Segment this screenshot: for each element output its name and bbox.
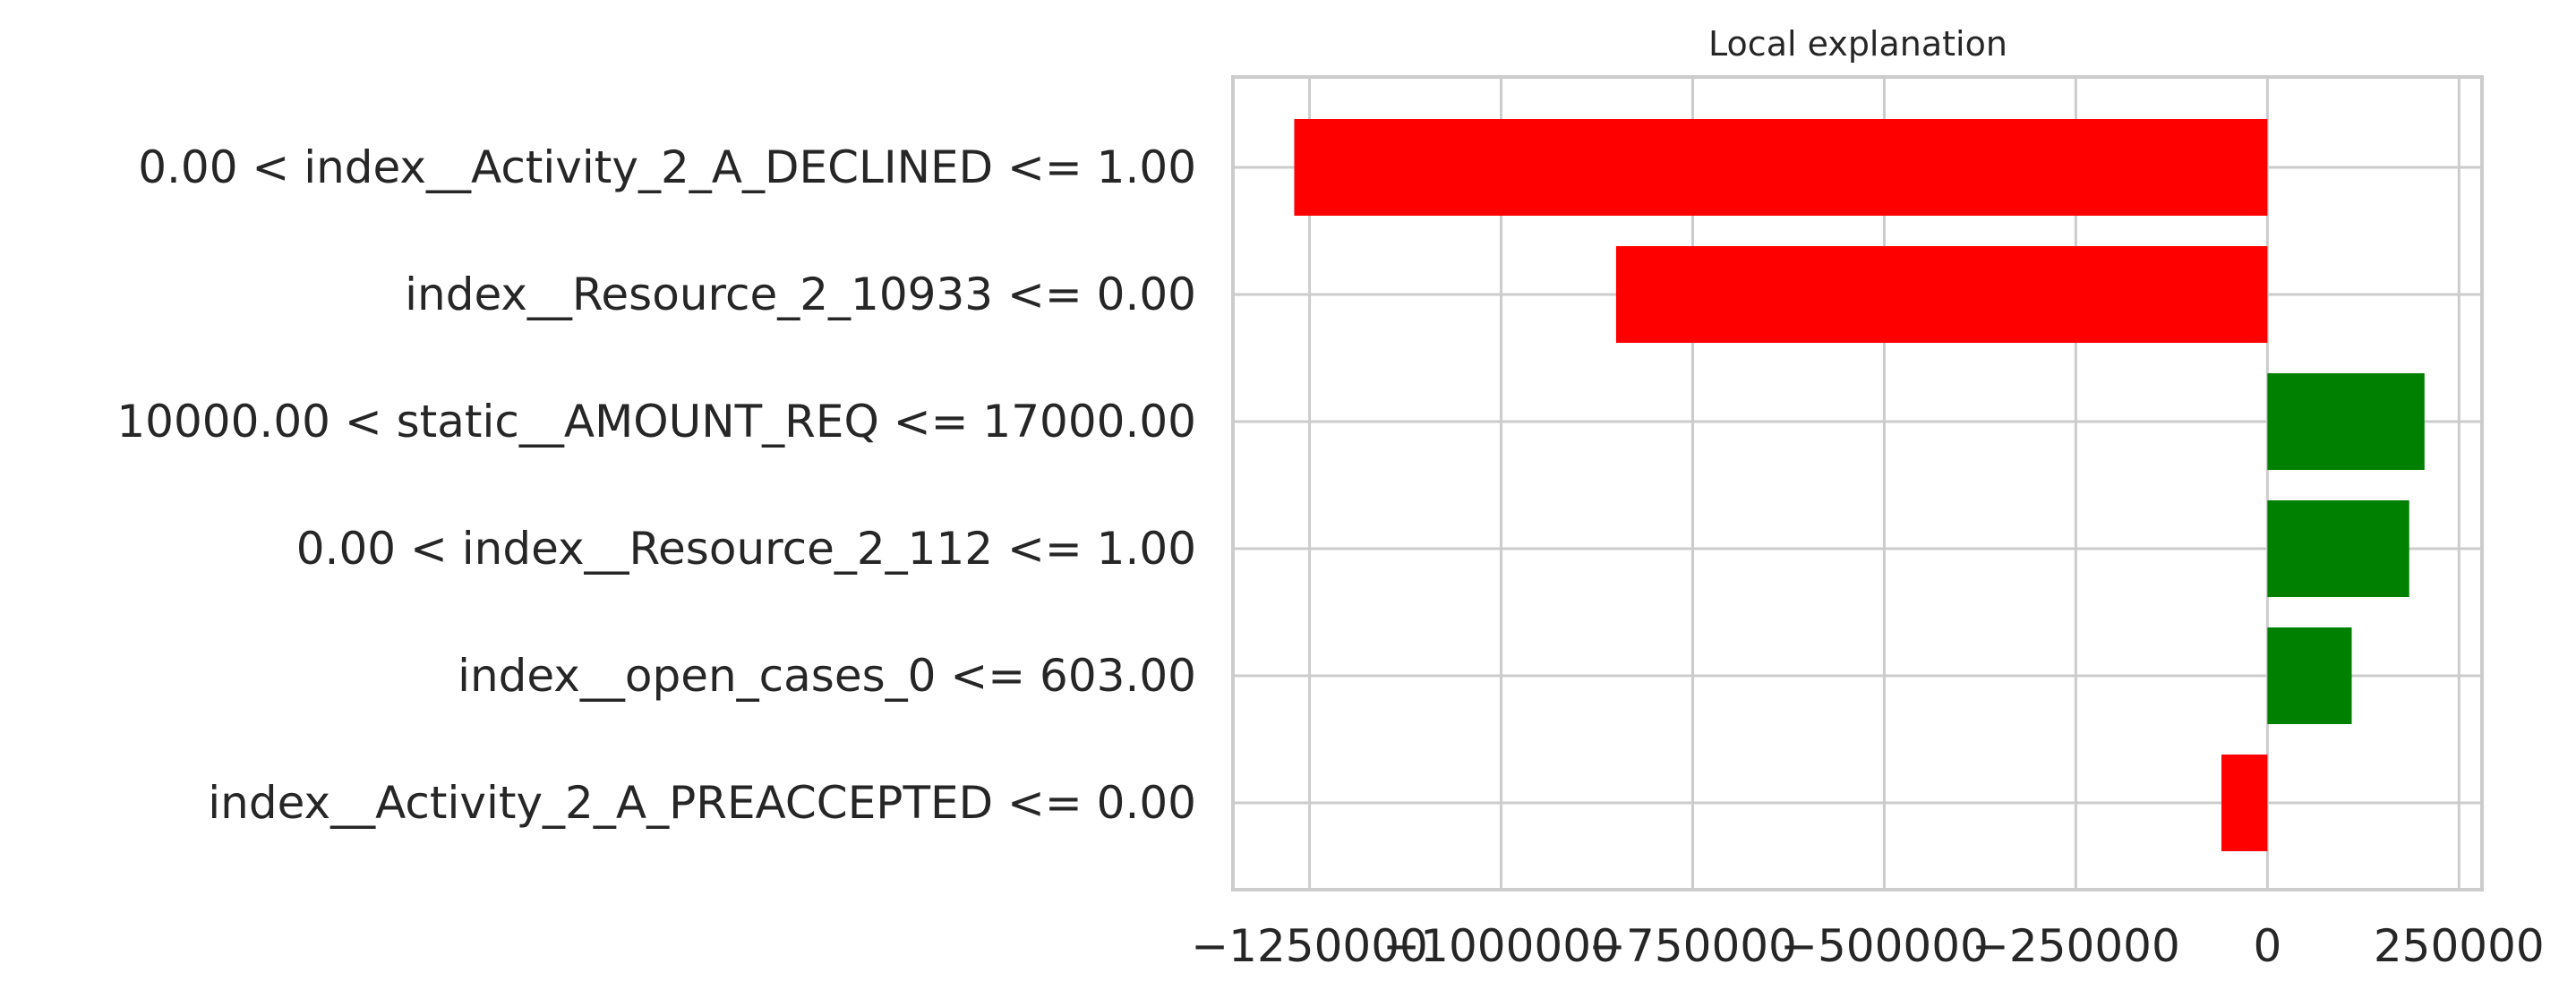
x-tick-label-2: −750000: [1588, 920, 1797, 972]
x-tick-label-6: 250000: [2374, 920, 2545, 972]
x-tick-labels: −1250000−1000000−750000−500000−250000 0 25…: [1191, 920, 2544, 972]
x-tick-label-5: 0: [2253, 920, 2281, 972]
feature-label-2: 10000.00 < static__AMOUNT_REQ <= 17000.0…: [116, 396, 1196, 448]
feature-label-4: index__open_cases_0 <= 603.00: [458, 650, 1196, 702]
x-tick-label-1: −1000000: [1382, 920, 1620, 972]
feature-label-3: 0.00 < index__Resource_2_112 <= 1.00: [296, 523, 1196, 575]
bar-1: [1615, 246, 2268, 343]
bar-4: [2267, 627, 2352, 724]
x-tick-label-4: −250000: [1972, 920, 2180, 972]
x-tick-label-3: −500000: [1780, 920, 1989, 972]
feature-label-5: index__Activity_2_A_PREACCEPTED <= 0.00: [208, 777, 1196, 829]
feature-label-1: index__Resource_2_10933 <= 0.00: [405, 269, 1196, 320]
feature-labels: 0.00 < index__Activity_2_A_DECLINED <= 1…: [116, 141, 1196, 829]
bar-2: [2267, 373, 2425, 470]
bar-0: [1294, 119, 2268, 216]
bar-5: [2221, 755, 2268, 851]
chart-title: Local explanation: [1708, 24, 2007, 64]
bars: [1294, 119, 2425, 851]
x-tick-label-0: −1250000: [1191, 920, 1428, 972]
feature-label-0: 0.00 < index__Activity_2_A_DECLINED <= 1…: [138, 141, 1196, 193]
bar-3: [2267, 500, 2409, 597]
plot-frame: [1231, 75, 2484, 891]
